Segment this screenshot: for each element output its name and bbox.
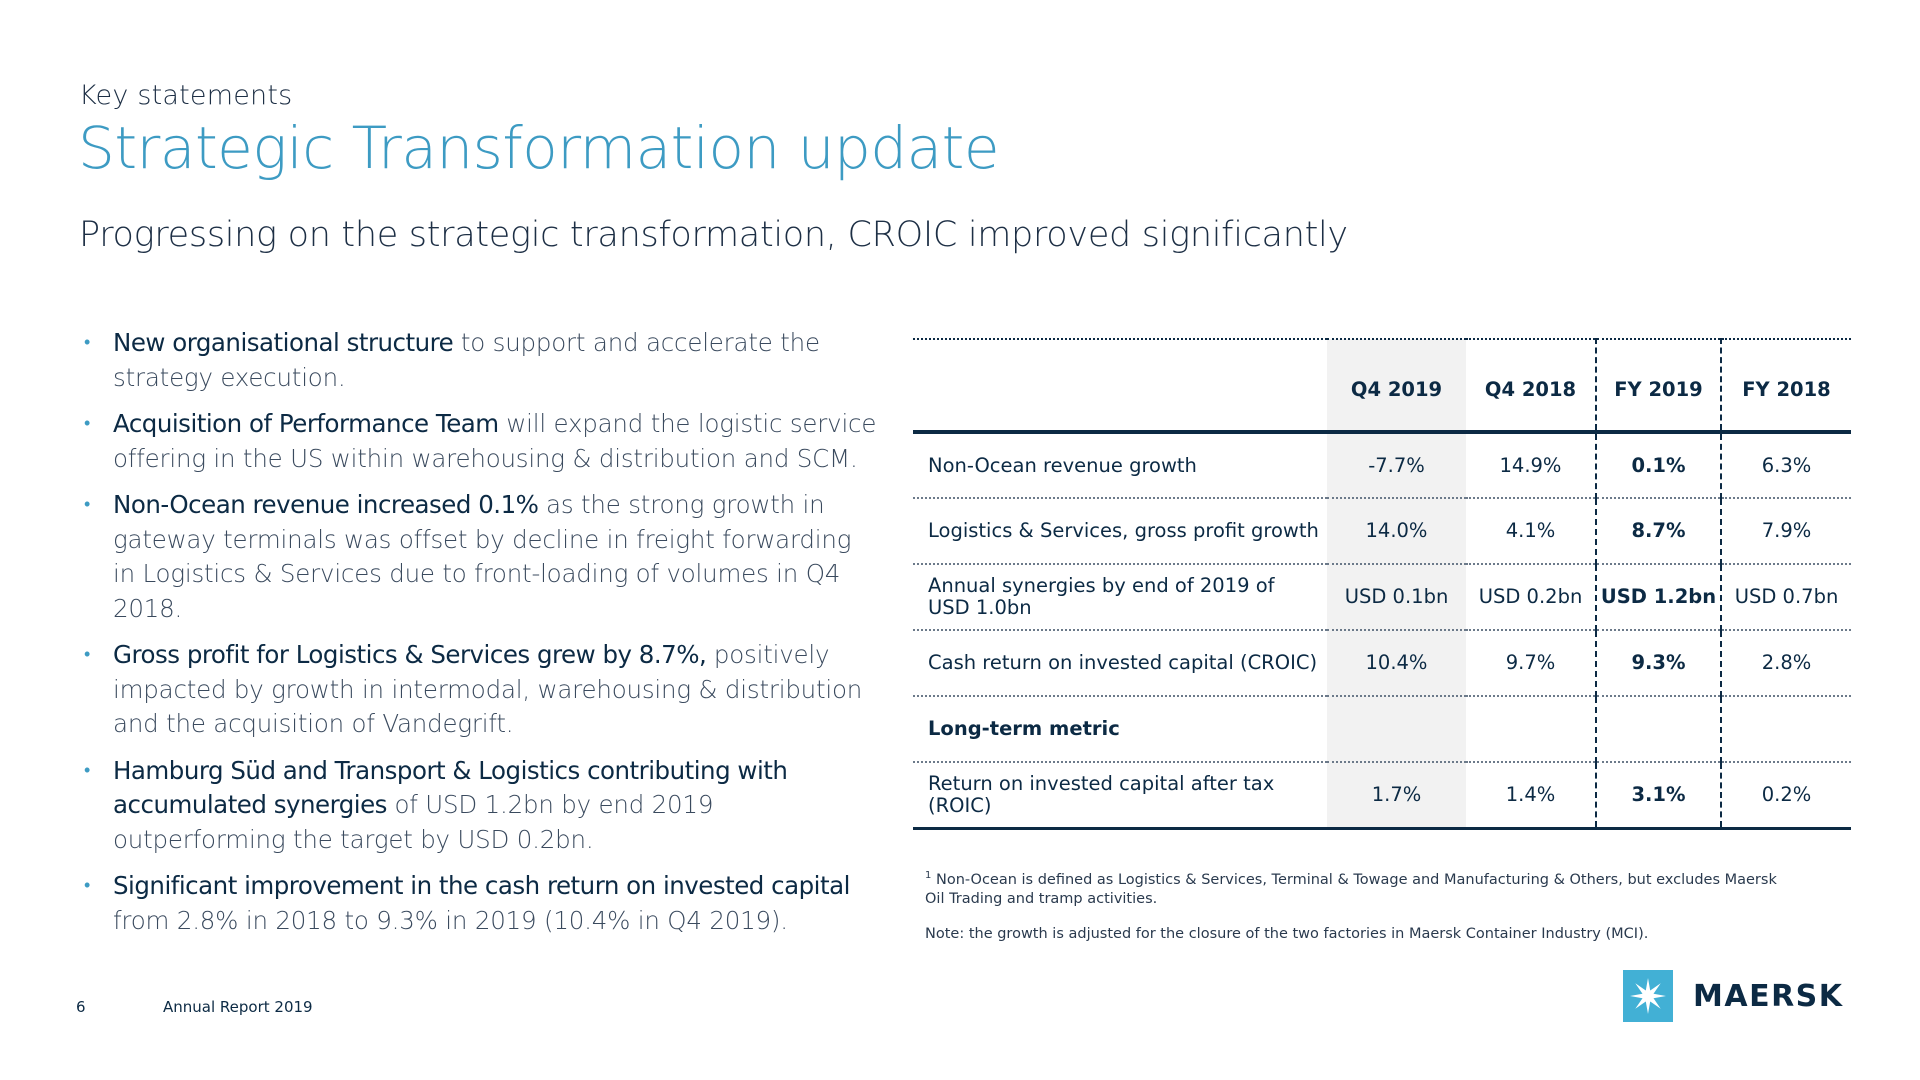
table-row: Return on invested capital after tax (RO… bbox=[913, 762, 1851, 828]
table-cell: USD 0.1bn bbox=[1327, 564, 1466, 630]
bullet-item: • Hamburg Süd and Transport & Logistics … bbox=[79, 754, 879, 858]
table-row: Logistics & Services, gross profit growt… bbox=[913, 498, 1851, 564]
bullet-highlight: Acquisition of Performance Team bbox=[113, 409, 499, 438]
table-cell: USD 0.7bn bbox=[1734, 585, 1839, 608]
table-cell bbox=[1327, 696, 1466, 762]
bullet-highlight: Hamburg Süd and Transport & Logistics co… bbox=[113, 755, 788, 820]
row-label: Cash return on invested capital (CROIC) bbox=[928, 651, 1318, 674]
bullet-item: • Gross profit for Logistics & Services … bbox=[79, 638, 879, 742]
bullet-highlight: Significant improvement in the cash retu… bbox=[113, 871, 850, 900]
table-row: Cash return on invested capital (CROIC) … bbox=[913, 630, 1851, 696]
metrics-table-container: Q4 2019 Q4 2018 FY 2019 FY 2018 Non-Ocea… bbox=[913, 338, 1851, 830]
table-cell: 10.4% bbox=[1327, 630, 1466, 696]
bullet-dot-icon: • bbox=[84, 875, 91, 896]
bullet-dot-icon: • bbox=[84, 759, 91, 781]
bullet-text: of USD 1.2bn by end 2019 outperforming t… bbox=[113, 790, 714, 854]
table-cell: 1.7% bbox=[1327, 762, 1466, 828]
maersk-logo: MAERSK bbox=[1623, 970, 1844, 1022]
page-subtitle: Progressing on the strategic transformat… bbox=[79, 215, 1348, 255]
bullet-item: • Non-Ocean revenue increased 0.1% as th… bbox=[79, 488, 879, 626]
table-cell: USD 0.2bn bbox=[1478, 585, 1583, 608]
table-cell: 8.7% bbox=[1595, 498, 1722, 564]
bullet-item: • Acquisition of Performance Team will e… bbox=[79, 407, 879, 476]
bullet-text: will expand the logistic service offerin… bbox=[113, 409, 877, 473]
table-cell: 7.9% bbox=[1761, 519, 1812, 542]
row-label: Non-Ocean revenue growth bbox=[928, 453, 1197, 477]
bullet-dot-icon: • bbox=[84, 413, 91, 434]
table-cell: 6.3% bbox=[1761, 453, 1812, 477]
table-cell: 0.1% bbox=[1595, 432, 1722, 498]
bullet-dot-icon: • bbox=[84, 644, 91, 665]
row-label: Annual synergies by end of 2019 of USD 1… bbox=[928, 574, 1275, 619]
table-cell: USD 1.2bn bbox=[1595, 564, 1722, 630]
bullet-text: positively impacted by growth in intermo… bbox=[113, 640, 863, 738]
row-label: Return on invested capital after tax (RO… bbox=[928, 771, 1275, 817]
bullet-highlight: Gross profit for Logistics & Services gr… bbox=[113, 640, 707, 669]
table-cell: 0.2% bbox=[1761, 782, 1812, 806]
table-cell bbox=[1595, 696, 1722, 762]
column-header: Q4 2019 bbox=[1327, 339, 1466, 432]
table-cell: 14.9% bbox=[1499, 453, 1562, 477]
bullet-item: • New organisational structure to suppor… bbox=[79, 326, 879, 395]
footnote-note: Note: the growth is adjusted for the clo… bbox=[925, 926, 1649, 942]
bullet-item: • Significant improvement in the cash re… bbox=[79, 869, 879, 938]
table-cell: 1.4% bbox=[1505, 782, 1556, 806]
table-cell bbox=[1466, 696, 1596, 762]
column-header: FY 2018 bbox=[1742, 377, 1831, 401]
table-header-row: Q4 2019 Q4 2018 FY 2019 FY 2018 bbox=[913, 339, 1851, 432]
table-cell bbox=[1721, 696, 1851, 762]
column-header: Q4 2018 bbox=[1484, 377, 1577, 401]
key-points-list: • New organisational structure to suppor… bbox=[79, 326, 879, 950]
table-cell: -7.7% bbox=[1327, 432, 1466, 498]
column-header: FY 2019 bbox=[1595, 339, 1722, 432]
page-title: Strategic Transformation update bbox=[78, 114, 1000, 182]
table-cell: 4.1% bbox=[1505, 519, 1556, 542]
footnote-marker: 1 bbox=[925, 870, 932, 881]
bullet-highlight: Non-Ocean revenue increased 0.1% bbox=[113, 490, 539, 519]
table-cell: 9.3% bbox=[1595, 630, 1722, 696]
star-icon bbox=[1623, 970, 1673, 1022]
logo-wordmark: MAERSK bbox=[1693, 978, 1844, 1014]
page-number: 6 bbox=[76, 998, 86, 1016]
table-cell: 9.7% bbox=[1505, 651, 1556, 674]
kicker-label: Key statements bbox=[79, 80, 293, 111]
table-row: Non-Ocean revenue growth -7.7% 14.9% 0.1… bbox=[913, 432, 1851, 498]
footnote-definition: 1 Non-Ocean is defined as Logistics & Se… bbox=[925, 866, 1785, 909]
bullet-text: to support and accelerate the strategy e… bbox=[113, 328, 820, 392]
row-label: Logistics & Services, gross profit growt… bbox=[928, 519, 1319, 542]
report-name: Annual Report 2019 bbox=[163, 998, 313, 1016]
section-label: Long-term metric bbox=[928, 717, 1120, 740]
bullet-text: as the strong growth in gateway terminal… bbox=[113, 490, 852, 623]
header-empty-cell bbox=[913, 339, 1327, 432]
footnote-text: Non-Ocean is defined as Logistics & Serv… bbox=[925, 871, 1777, 907]
bullet-highlight: New organisational structure bbox=[113, 328, 454, 357]
bullet-dot-icon: • bbox=[84, 494, 91, 515]
bullet-text: from 2.8% in 2018 to 9.3% in 2019 (10.4%… bbox=[113, 905, 788, 935]
bullet-dot-icon: • bbox=[84, 332, 91, 353]
table-section-row: Long-term metric bbox=[913, 696, 1851, 762]
table-row: Annual synergies by end of 2019 of USD 1… bbox=[913, 564, 1851, 630]
table-cell: 2.8% bbox=[1761, 651, 1812, 674]
table-cell: 14.0% bbox=[1327, 498, 1466, 564]
metrics-table: Q4 2019 Q4 2018 FY 2019 FY 2018 Non-Ocea… bbox=[913, 338, 1851, 830]
table-cell: 3.1% bbox=[1595, 762, 1722, 828]
